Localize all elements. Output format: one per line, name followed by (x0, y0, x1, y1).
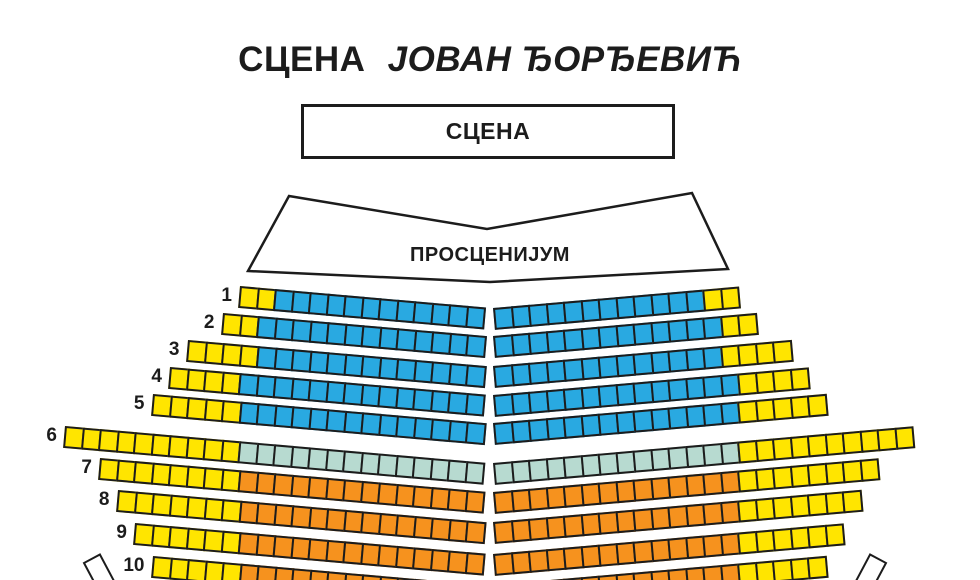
seat (859, 457, 881, 482)
seat (464, 392, 486, 417)
row-number-label: 2 (203, 312, 215, 333)
seat (464, 520, 486, 545)
row-number-label: 4 (151, 366, 162, 387)
row-number-label: 9 (116, 522, 127, 543)
row-number-label: 6 (46, 425, 57, 446)
seat (464, 334, 486, 358)
row-number-label: 3 (168, 339, 180, 360)
title-venue: СЦЕНА (238, 40, 366, 79)
seat (324, 571, 347, 580)
proscenium-label: ПРОСЦЕНИЈУМ (410, 244, 570, 266)
proscenium-polygon (245, 191, 730, 284)
seat (464, 364, 486, 389)
seat (342, 572, 364, 580)
row-number-label: 1 (221, 285, 232, 306)
seat (464, 490, 486, 514)
seat (719, 285, 741, 310)
row-number-label: 5 (133, 393, 145, 414)
seat (307, 569, 329, 580)
title-scene-name: ЈОВАН ЂОРЂЕВИЋ (387, 40, 742, 79)
stage-box: СЦЕНА (301, 104, 675, 159)
seat (789, 366, 811, 391)
seat (893, 425, 916, 450)
seat (464, 421, 486, 446)
seat (824, 522, 846, 547)
seat (806, 393, 829, 418)
right-corner-box (854, 553, 888, 580)
seat (464, 461, 486, 485)
seat (841, 489, 864, 514)
seat (771, 339, 794, 364)
seat (377, 575, 399, 580)
row-number-label: 7 (81, 457, 92, 478)
row-number-label: 10 (123, 555, 145, 576)
stage-label: СЦЕНА (445, 118, 531, 144)
seat (806, 555, 829, 580)
page-title: СЦЕНА ЈОВАН ЂОРЂЕВИЋ (0, 40, 980, 80)
seat (464, 305, 487, 330)
seat (359, 574, 382, 580)
seat (737, 312, 759, 337)
row-number-label: 8 (98, 489, 110, 510)
seat (464, 551, 486, 576)
